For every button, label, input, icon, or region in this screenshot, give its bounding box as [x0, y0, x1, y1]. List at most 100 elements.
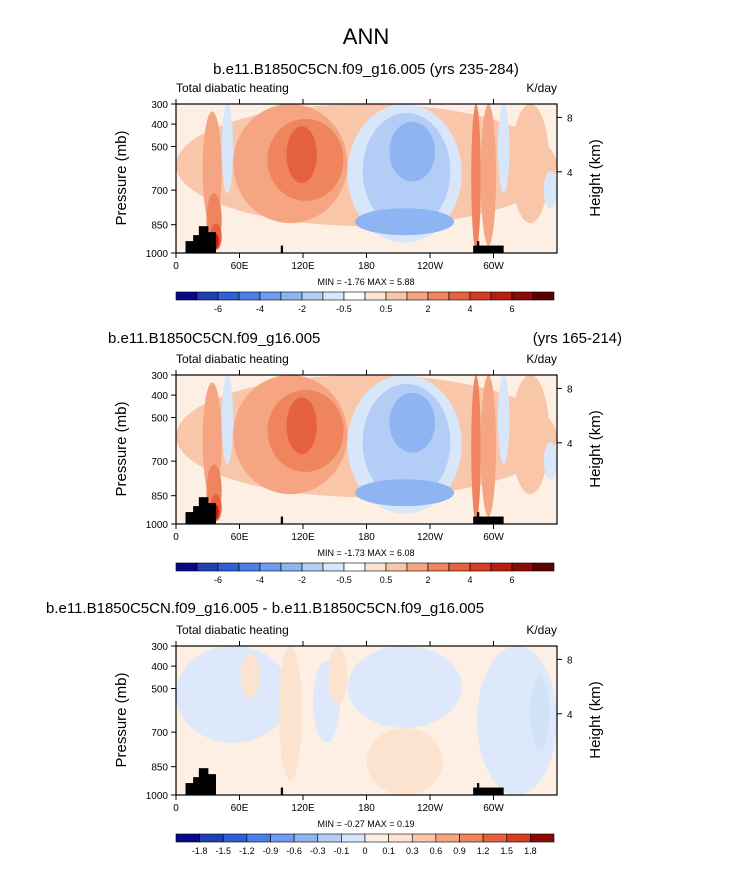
colorbar-box [301, 291, 324, 301]
x-tick-label: 180 [358, 803, 375, 814]
colorbar-label: 0.9 [453, 846, 466, 856]
y-tick-label: 850 [151, 763, 168, 774]
colorbar-label: 6 [509, 304, 514, 314]
figure-title: ANN [343, 24, 389, 49]
y-tick-label: 1000 [146, 791, 169, 802]
colorbar-label: -0.6 [286, 846, 302, 856]
colorbar-box [511, 291, 534, 301]
field-contour-region [497, 375, 510, 465]
colorbar-box [385, 291, 408, 301]
colorbar-label: -0.5 [336, 304, 352, 314]
panel-1-right-string: K/day [526, 81, 557, 95]
y-tick-label: 1000 [146, 520, 169, 531]
colorbar-box [322, 291, 345, 301]
field-contour-region [176, 646, 291, 743]
height-tick-label: 8 [567, 384, 573, 395]
colorbar-label: -4 [256, 304, 264, 314]
y-tick-label: 850 [151, 492, 168, 503]
colorbar-box [217, 291, 240, 301]
colorbar-label: 0 [362, 846, 367, 856]
topography-block [202, 232, 217, 253]
y-tick-label: 300 [151, 642, 168, 653]
colorbar-box [238, 291, 261, 301]
colorbar-box [506, 833, 531, 843]
panel-3-stats: MIN = -0.27 MAX = 0.19 [317, 819, 414, 829]
y-tick-label: 700 [151, 186, 168, 197]
colorbar-label: -2 [298, 575, 306, 585]
panel-3-right-string: K/day [526, 623, 557, 637]
y-tick-label: 850 [151, 221, 168, 232]
colorbar-box [427, 291, 450, 301]
colorbar-box [293, 833, 319, 843]
x-tick-label: 60W [483, 532, 504, 543]
colorbar-label: -1.5 [215, 846, 231, 856]
panel-2-colorbar: -6 -4 -2 -0.5 0.5 2 4 6 [175, 562, 555, 585]
y-tick-label: 300 [151, 100, 168, 111]
y-tick-label: 500 [151, 684, 168, 695]
topography-block [473, 516, 504, 524]
colorbar-box [238, 562, 261, 572]
colorbar-box [317, 833, 342, 843]
panel-1: b.e11.B1850C5CN.f09_g16.005 (yrs 235-284… [113, 61, 604, 314]
colorbar-label: 0.5 [380, 575, 393, 585]
colorbar-box [364, 833, 389, 843]
colorbar-box [388, 833, 413, 843]
colorbar-label: 0.3 [406, 846, 419, 856]
panel-2-ylabel: Pressure (mb) [113, 401, 130, 496]
panel-3-ylabel: Pressure (mb) [113, 672, 130, 767]
colorbar-label: 6 [509, 575, 514, 585]
colorbar-box [448, 291, 471, 301]
colorbar-label: -6 [214, 304, 222, 314]
colorbar-box [259, 291, 282, 301]
panel-2-field [176, 375, 558, 524]
y-tick-label: 400 [151, 662, 168, 673]
colorbar-label: -0.5 [336, 575, 352, 585]
field-contour-region [347, 646, 462, 728]
colorbar-label: 2 [425, 575, 430, 585]
x-tick-label: 60W [483, 261, 504, 272]
colorbar-box [435, 833, 460, 843]
colorbar-box [280, 562, 303, 572]
topography-block [476, 783, 480, 795]
y-tick-label: 500 [151, 142, 168, 153]
panel-3-left-string: Total diabatic heating [176, 623, 289, 637]
colorbar-label: 1.5 [500, 846, 513, 856]
colorbar-box [511, 562, 534, 572]
field-contour-region [530, 675, 550, 751]
field-contour-region [240, 653, 260, 699]
colorbar-box [199, 833, 224, 843]
x-tick-label: 120W [417, 803, 444, 814]
colorbar-label: -2 [298, 304, 306, 314]
panel-1-left-string: Total diabatic heating [176, 81, 289, 95]
colorbar-label: 1.8 [524, 846, 537, 856]
height-tick-label: 4 [567, 168, 573, 179]
x-tick-label: 120W [417, 261, 444, 272]
x-tick-label: 0 [173, 532, 179, 543]
colorbar-box [217, 562, 240, 572]
panel-2-stats: MIN = -1.73 MAX = 6.08 [317, 548, 414, 558]
panel-3-case-title: b.e11.B1850C5CN.f09_g16.005 - b.e11.B185… [46, 600, 484, 617]
y-tick-label: 400 [151, 120, 168, 131]
colorbar-box [196, 291, 219, 301]
field-contour-region [480, 103, 497, 246]
colorbar-box [385, 562, 408, 572]
x-tick-label: 60E [231, 532, 249, 543]
panel-2-ylabel-right: Height (km) [587, 410, 604, 488]
panel-1-colorbar: -6 -4 -2 -0.5 0.5 2 4 6 [175, 291, 555, 314]
topography-block [280, 245, 284, 253]
panel-2-right-string: K/day [526, 352, 557, 366]
field-contour-region [355, 208, 455, 236]
colorbar-box [411, 833, 437, 843]
colorbar-box [196, 562, 219, 572]
colorbar-box [301, 562, 324, 572]
topography-block [280, 787, 284, 795]
colorbar-box [280, 291, 303, 301]
y-tick-label: 700 [151, 728, 168, 739]
field-contour-region [471, 103, 481, 251]
colorbar-box [406, 291, 429, 301]
field-contour-region [286, 126, 317, 183]
panel-3: b.e11.B1850C5CN.f09_g16.005 - b.e11.B185… [46, 600, 604, 856]
field-contour-region [389, 121, 436, 182]
colorbar-label: -0.1 [334, 846, 350, 856]
colorbar-box [490, 291, 513, 301]
